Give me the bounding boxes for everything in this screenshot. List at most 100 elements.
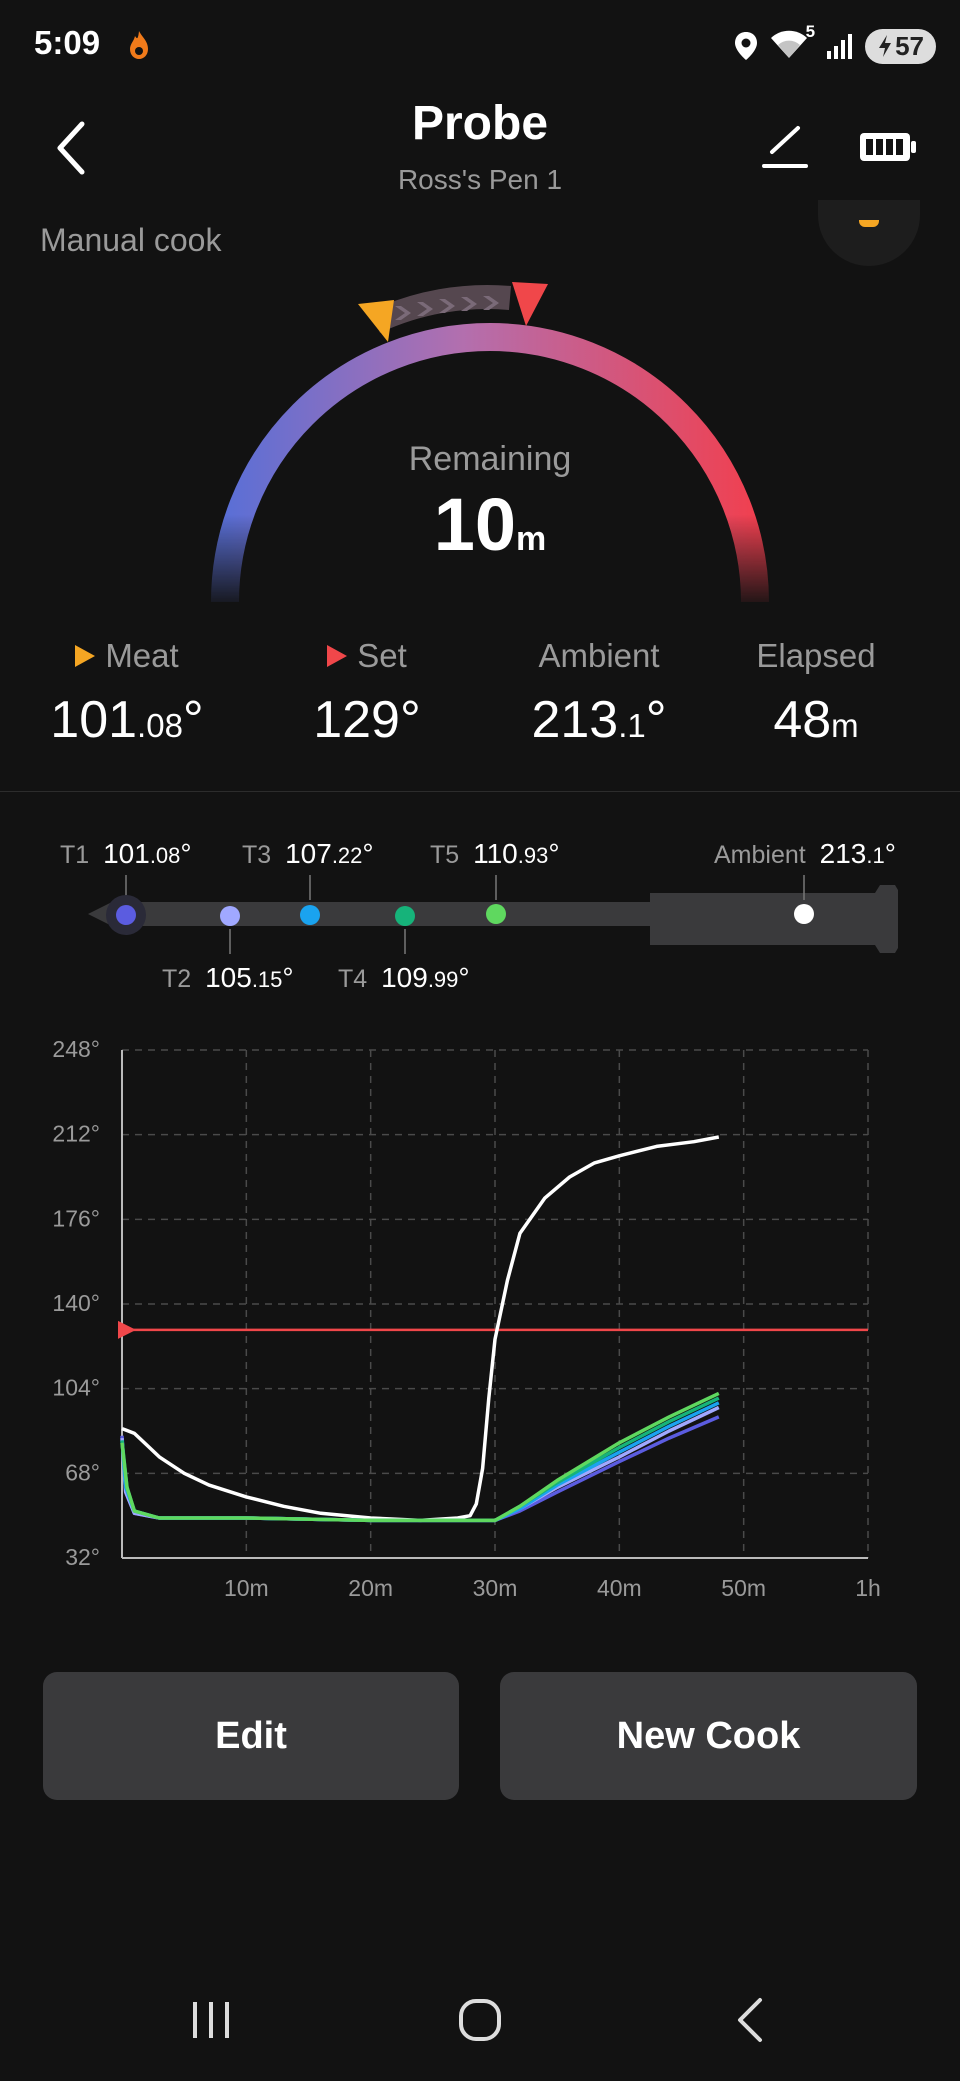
t2-dot[interactable] xyxy=(220,906,240,926)
cook-progress-gauge xyxy=(211,282,769,603)
t3-unit: ° xyxy=(362,838,374,869)
x-tick-label: 20m xyxy=(348,1575,393,1601)
t2-value: 105 xyxy=(205,962,252,993)
battery-level: 57 xyxy=(895,30,924,61)
ambient-sensor-name: Ambient xyxy=(714,841,806,869)
probe-diagram xyxy=(88,875,898,954)
x-tick-label: 50m xyxy=(721,1575,766,1601)
cook-mode-label: Manual cook xyxy=(40,222,222,258)
t2-decimal: .15 xyxy=(251,967,283,992)
meat-label: Meat xyxy=(105,637,179,674)
t1-dot[interactable] xyxy=(116,905,136,925)
x-tick-label: 40m xyxy=(597,1575,642,1601)
t4-dot[interactable] xyxy=(395,906,415,926)
ambient-sensor-label: Ambient 213.1° xyxy=(714,838,896,870)
t3-label: T3 107.22° xyxy=(242,838,374,870)
series-line-2 xyxy=(120,1405,720,1523)
series-line-1 xyxy=(120,1415,720,1523)
alarm-icon xyxy=(859,220,879,227)
t4-label: T4 109.99° xyxy=(338,962,470,994)
elapsed-stat: Elapsed 48m xyxy=(706,636,926,750)
probe-handle xyxy=(650,885,898,953)
set-label: Set xyxy=(357,637,407,674)
status-time: 5:09 xyxy=(34,24,101,61)
t2-label: T2 105.15° xyxy=(162,962,294,994)
probe-shaft xyxy=(88,902,650,926)
new-cook-button[interactable]: New Cook xyxy=(500,1672,917,1800)
battery-indicator: 57 xyxy=(865,28,936,64)
system-back-button[interactable] xyxy=(738,1998,762,2042)
t4-value: 109 xyxy=(381,962,428,993)
set-stat: Set 129° xyxy=(257,636,477,750)
t3-name: T3 xyxy=(242,841,272,869)
elapsed-label: Elapsed xyxy=(756,637,876,674)
back-button[interactable] xyxy=(48,118,98,178)
bolt-icon xyxy=(879,35,892,57)
t3-decimal: .22 xyxy=(331,843,363,868)
edit-button[interactable]: Edit xyxy=(43,1672,459,1800)
y-tick-label: 104° xyxy=(52,1375,100,1401)
ambient-unit: ° xyxy=(645,691,667,749)
y-tick-label: 32° xyxy=(65,1544,100,1570)
ambient-stat: Ambient 213.1° xyxy=(489,636,709,750)
elapsed-value: 48 xyxy=(773,691,832,749)
y-tick-label: 176° xyxy=(52,1205,100,1231)
ambient-label: Ambient xyxy=(538,637,660,674)
ambient-value: 213 xyxy=(531,691,619,749)
meat-decimal: .08 xyxy=(137,707,183,744)
t5-dot[interactable] xyxy=(486,904,506,924)
ambient-sensor-decimal: .1 xyxy=(866,843,885,868)
remaining-value: 10m xyxy=(0,482,960,567)
meat-value: 101 xyxy=(50,691,138,749)
ambient-sensor-value: 213 xyxy=(819,838,867,869)
t5-label: T5 110.93° xyxy=(430,838,560,870)
wifi-icon: 5 xyxy=(769,22,815,64)
home-button[interactable] xyxy=(459,1999,501,2041)
set-triangle-icon xyxy=(327,645,348,667)
x-tick-label: 30m xyxy=(473,1575,518,1601)
status-icons: 5 57 xyxy=(733,22,936,66)
location-icon xyxy=(735,32,758,60)
alarm-button[interactable] xyxy=(818,200,920,266)
meat-unit: ° xyxy=(182,691,204,749)
t4-name: T4 xyxy=(338,965,368,993)
edit-icon[interactable] xyxy=(760,122,810,172)
series-line-4 xyxy=(120,1396,720,1523)
t3-value: 107 xyxy=(285,838,332,869)
t5-name: T5 xyxy=(430,841,460,869)
y-tick-label: 212° xyxy=(52,1121,100,1147)
meat-triangle-icon xyxy=(75,645,96,667)
t4-decimal: .99 xyxy=(427,967,459,992)
device-name: Ross's Pen 1 xyxy=(397,164,563,195)
probe-battery-icon xyxy=(860,133,916,161)
set-value: 129 xyxy=(313,691,400,749)
t5-decimal: .93 xyxy=(517,843,549,868)
elapsed-unit: m xyxy=(831,707,859,744)
flame-icon xyxy=(130,31,148,59)
series-line-0 xyxy=(121,1135,720,1523)
recents-button[interactable] xyxy=(193,2002,229,2038)
t5-unit: ° xyxy=(548,838,560,869)
t2-name: T2 xyxy=(162,965,192,993)
set-line-marker xyxy=(118,1320,136,1339)
t3-dot[interactable] xyxy=(300,905,320,925)
system-nav-bar xyxy=(193,1998,762,2042)
y-tick-label: 140° xyxy=(52,1290,100,1316)
ambient-dot[interactable] xyxy=(794,904,814,924)
temperature-chart: 248° 212° 176° 140° 104° 68° 32° 10m 20m 30m 40m 50… xyxy=(52,1036,880,1601)
progress-chevrons xyxy=(395,296,499,320)
ambient-decimal: .1 xyxy=(618,707,646,744)
series-line-5 xyxy=(120,1391,720,1523)
t1-name: T1 xyxy=(60,841,90,869)
ambient-sensor-unit: ° xyxy=(884,838,896,869)
y-tick-label: 68° xyxy=(65,1459,100,1485)
remaining-number: 10 xyxy=(433,483,517,566)
t1-unit: ° xyxy=(180,838,192,869)
t1-decimal: .08 xyxy=(149,843,181,868)
t4-unit: ° xyxy=(458,962,470,993)
series-line-3 xyxy=(120,1401,720,1523)
t2-unit: ° xyxy=(282,962,294,993)
t1-label: T1 101.08° xyxy=(60,838,192,870)
section-divider xyxy=(0,791,960,792)
page-title: Probe xyxy=(411,97,549,150)
